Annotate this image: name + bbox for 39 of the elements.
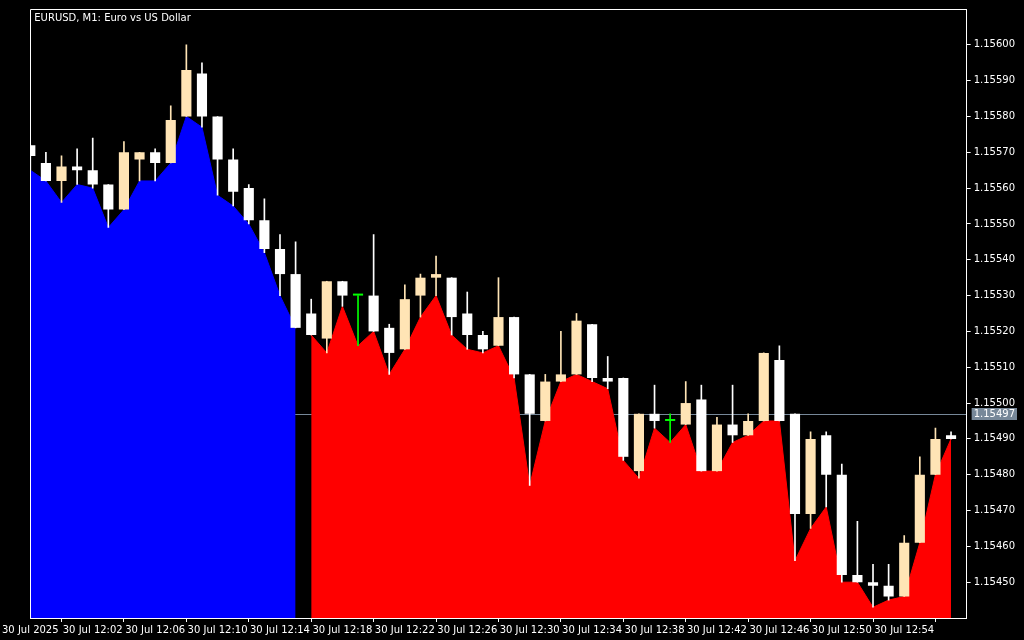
y-tick-label: 1.15540 (973, 253, 1016, 265)
x-tick-label: 30 Jul 12:30 (499, 623, 560, 635)
x-tick-label: 30 Jul 2025 (1, 623, 59, 635)
y-tick-label: 1.15460 (973, 539, 1016, 551)
y-tick-label: 1.15520 (973, 325, 1016, 337)
x-tick-label: 30 Jul 12:22 (374, 623, 435, 635)
y-tick-label: 1.15590 (973, 74, 1016, 86)
y-tick-label: 1.15480 (973, 468, 1016, 480)
chart-title: EURUSD, M1: Euro vs US Dollar (34, 11, 192, 23)
x-tick-label: 30 Jul 12:06 (125, 623, 186, 635)
x-tick-label: 30 Jul 12:10 (187, 623, 248, 635)
y-tick-label: 1.15570 (973, 145, 1016, 157)
y-tick-label: 1.15530 (973, 289, 1016, 301)
x-tick-label: 30 Jul 12:50 (811, 623, 872, 635)
y-tick-label: 1.15560 (973, 181, 1016, 193)
candlestick (602, 356, 613, 390)
x-tick-label: 30 Jul 12:54 (874, 623, 935, 635)
x-tick-label: 30 Jul 12:46 (749, 623, 810, 635)
y-tick-label: 1.15490 (973, 432, 1016, 444)
candlestick (867, 563, 879, 608)
candlestick (430, 255, 442, 296)
x-tick-label: 30 Jul 12:26 (437, 623, 498, 635)
x-tick-label: 30 Jul 12:18 (312, 623, 373, 635)
y-tick-label: 1.15510 (973, 360, 1016, 372)
y-tick-label: 1.15550 (973, 217, 1016, 229)
x-tick-label: 30 Jul 12:38 (624, 623, 685, 635)
x-tick-label: 30 Jul 12:14 (250, 623, 310, 635)
candlestick (665, 413, 676, 443)
y-tick-label: 1.15470 (973, 504, 1016, 516)
y-tick-label: 1.15580 (973, 110, 1016, 122)
x-tick-label: 30 Jul 12:34 (562, 623, 623, 635)
x-tick-label: 30 Jul 12:42 (686, 623, 747, 635)
y-tick-label: 1.15500 (973, 396, 1016, 408)
y-tick-label: 1.15450 (973, 575, 1016, 587)
y-tick-label: 1.15600 (973, 38, 1016, 50)
candlestick (555, 331, 566, 382)
candlestick (352, 293, 364, 347)
ref-line-label: 1.15497 (973, 408, 1016, 420)
x-tick-label: 30 Jul 12:02 (62, 623, 123, 635)
